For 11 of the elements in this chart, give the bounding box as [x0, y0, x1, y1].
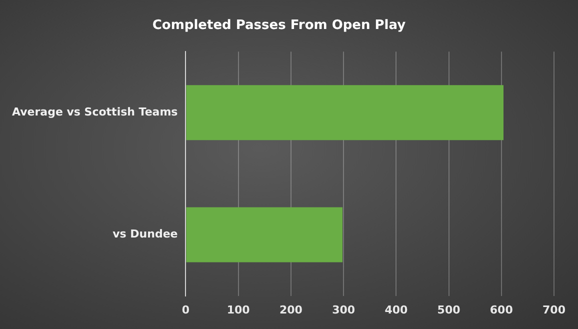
chart-title: Completed Passes From Open Play	[152, 18, 406, 34]
x-tick-label: 500	[437, 303, 461, 316]
x-tick-label: 100	[226, 303, 250, 316]
x-tick-label: 700	[542, 303, 566, 316]
x-tick-label: 0	[182, 303, 190, 316]
x-tick-label: 300	[332, 303, 356, 316]
y-tick-label: Average vs Scottish Teams	[12, 106, 178, 119]
x-tick-label: 200	[279, 303, 303, 316]
x-tick-label: 600	[490, 303, 514, 316]
x-tick-label: 400	[384, 303, 408, 316]
y-tick-label: vs Dundee	[112, 228, 178, 241]
